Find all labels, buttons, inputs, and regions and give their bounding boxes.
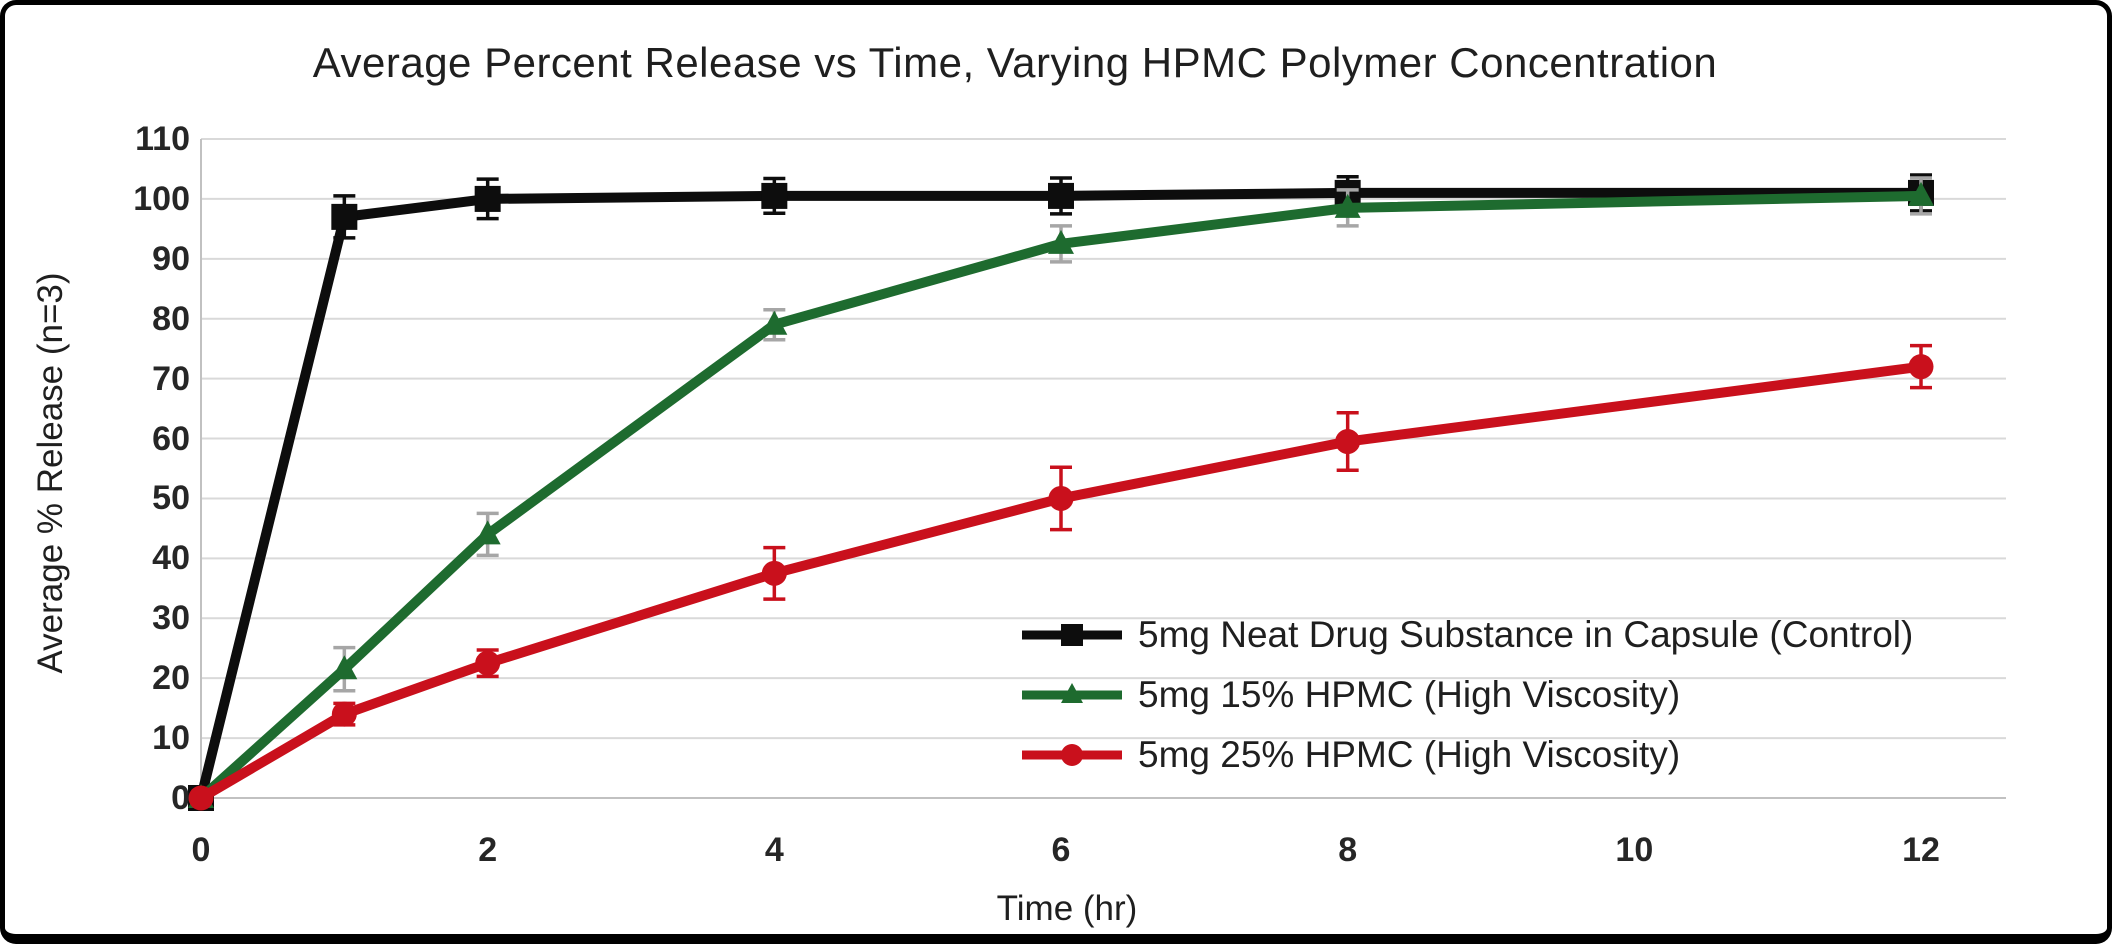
plot-area [188,138,2006,811]
y-tick-label: 70 [152,359,190,398]
y-tick-label: 40 [152,539,190,578]
x-tick-label: 8 [1338,831,1358,869]
y-tick-label: 30 [152,599,190,638]
legend-label: 5mg 15% HPMC (High Viscosity) [1138,674,1681,715]
y-tick-label: 10 [152,719,190,758]
y-tick-label: 110 [135,120,190,158]
y-tick-label: 80 [152,299,190,338]
y-tick-label: 50 [152,479,190,518]
legend-item-25-hpmc: 5mg 25% HPMC (High Viscosity) [1020,725,1913,785]
circle-marker-icon [1022,744,1122,766]
chart-title: Average Percent Release vs Time, Varying… [312,39,1718,86]
legend-item-control: 5mg Neat Drug Substance in Capsule (Cont… [1020,605,1913,665]
x-tick-label: 4 [764,831,784,869]
y-tick-label: 60 [152,419,190,458]
legend-label: 5mg Neat Drug Substance in Capsule (Cont… [1138,614,1914,655]
x-axis-title: Time (hr) [996,889,1138,928]
x-tick-label: 12 [1902,831,1940,869]
triangle-marker-icon [1022,683,1122,703]
y-tick-label: 20 [152,659,190,698]
square-marker-icon [1022,624,1122,646]
y-tick-label: 90 [152,239,190,278]
legend-label: 5mg 25% HPMC (High Viscosity) [1138,734,1681,775]
x-tick-label: 2 [478,831,498,869]
y-tick-label: 0 [171,779,190,817]
x-tick-label: 6 [1051,831,1071,869]
y-tick-label: 100 [133,179,190,218]
legend: 5mg Neat Drug Substance in Capsule (Cont… [1020,605,1913,785]
legend-item-15-hpmc: 5mg 15% HPMC (High Viscosity) [1020,665,1913,725]
x-tick-label: 10 [1615,831,1654,869]
x-tick-label: 0 [191,831,211,869]
